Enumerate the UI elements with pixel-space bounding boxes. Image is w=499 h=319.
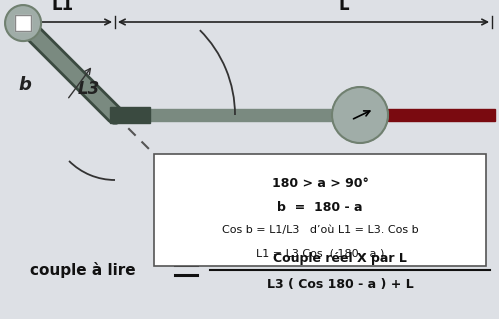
Text: L1 = L3 Cos  ( 180 - a ): L1 = L3 Cos ( 180 - a ) [256, 249, 384, 259]
Text: a: a [209, 166, 221, 184]
Text: couple à lire: couple à lire [30, 262, 136, 278]
Circle shape [5, 5, 41, 41]
Text: L: L [338, 0, 349, 14]
Text: Couple réel X par L: Couple réel X par L [273, 252, 407, 265]
Text: Cos b = L1/L3   d’où L1 = L3. Cos b: Cos b = L1/L3 d’où L1 = L3. Cos b [222, 225, 418, 235]
Text: L3: L3 [78, 80, 100, 98]
Text: 180 > a > 90°: 180 > a > 90° [271, 177, 368, 190]
Text: L3 ( Cos 180 - a ) + L: L3 ( Cos 180 - a ) + L [266, 278, 413, 291]
Bar [110, 107, 150, 123]
Text: L1: L1 [51, 0, 73, 14]
Bar [150, 109, 332, 121]
Bar [15, 15, 31, 31]
Text: b  =  180 - a: b = 180 - a [277, 201, 363, 214]
Circle shape [332, 87, 388, 143]
Text: b: b [18, 76, 31, 94]
Bar [15, 15, 31, 31]
FancyBboxPatch shape [154, 154, 486, 266]
Bar [388, 109, 495, 121]
